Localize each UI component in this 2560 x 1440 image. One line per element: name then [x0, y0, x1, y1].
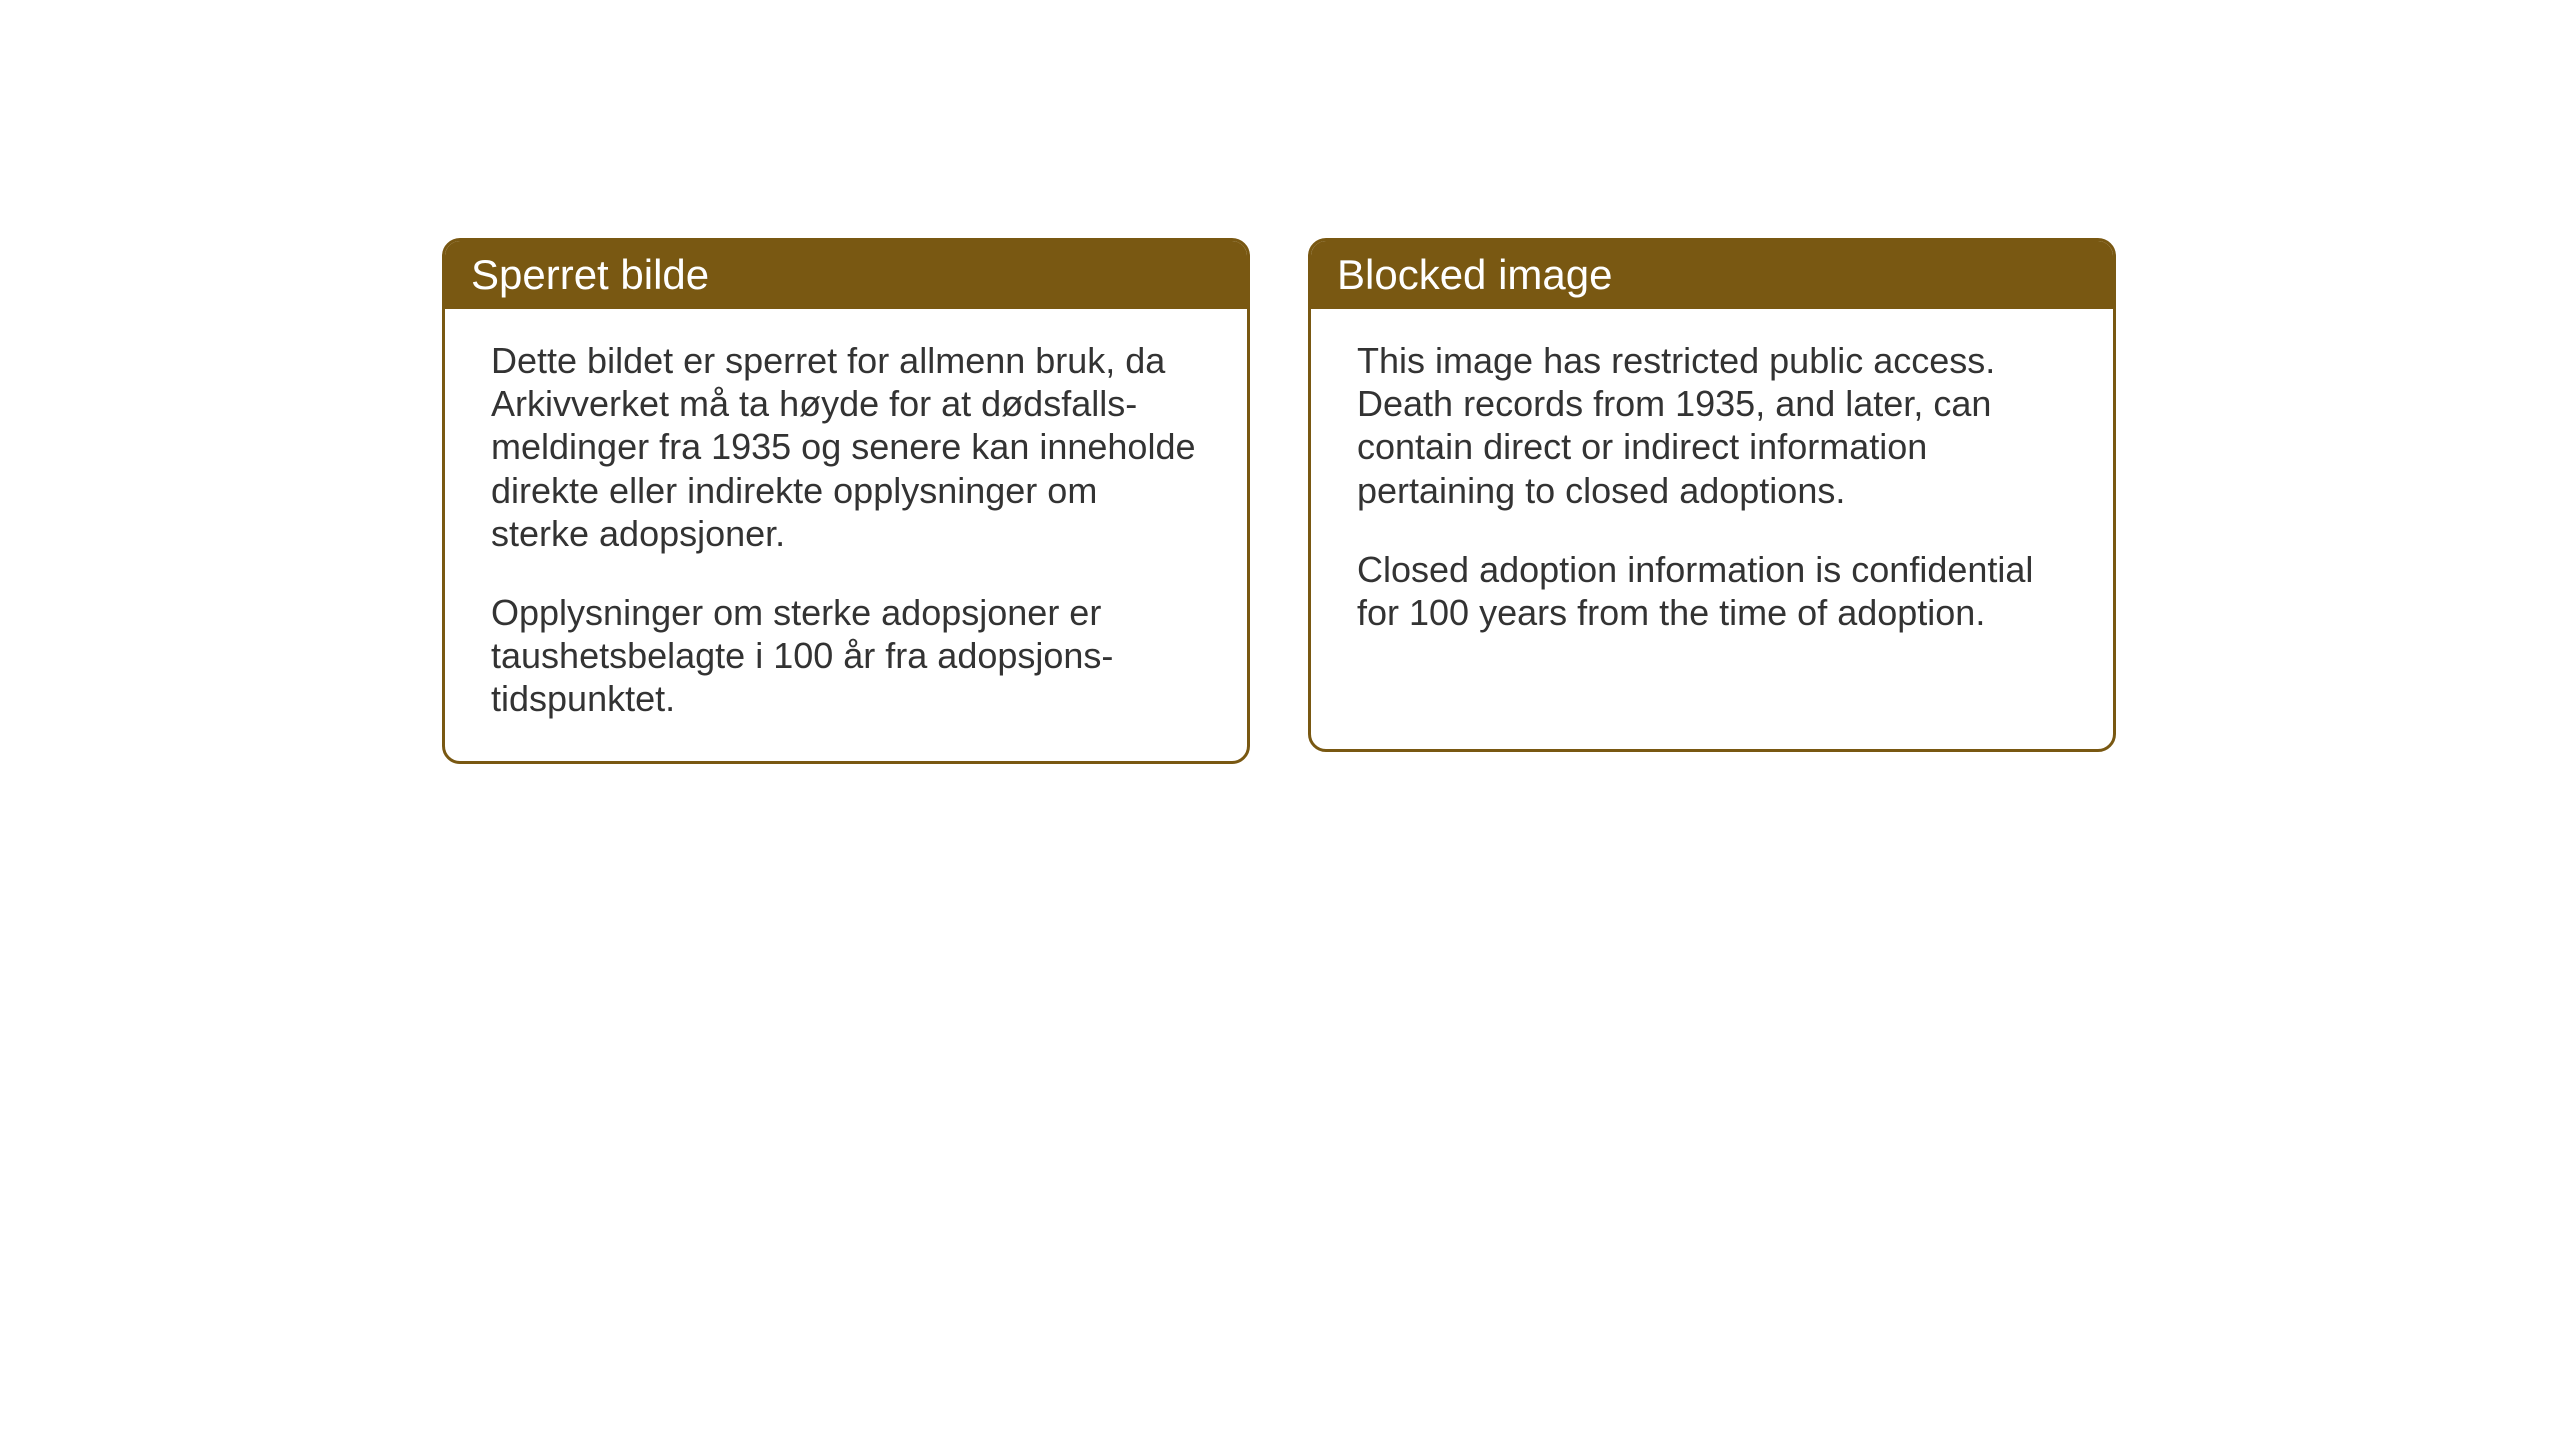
- english-notice-card: Blocked image This image has restricted …: [1308, 238, 2116, 752]
- norwegian-paragraph-2: Opplysninger om sterke adopsjoner er tau…: [491, 591, 1201, 721]
- english-card-body: This image has restricted public access.…: [1311, 309, 2113, 674]
- norwegian-card-title: Sperret bilde: [445, 241, 1247, 309]
- norwegian-notice-card: Sperret bilde Dette bildet er sperret fo…: [442, 238, 1250, 764]
- notice-cards-container: Sperret bilde Dette bildet er sperret fo…: [442, 238, 2116, 764]
- english-paragraph-1: This image has restricted public access.…: [1357, 339, 2067, 512]
- norwegian-card-body: Dette bildet er sperret for allmenn bruk…: [445, 309, 1247, 761]
- english-card-title: Blocked image: [1311, 241, 2113, 309]
- english-paragraph-2: Closed adoption information is confident…: [1357, 548, 2067, 634]
- norwegian-paragraph-1: Dette bildet er sperret for allmenn bruk…: [491, 339, 1201, 555]
